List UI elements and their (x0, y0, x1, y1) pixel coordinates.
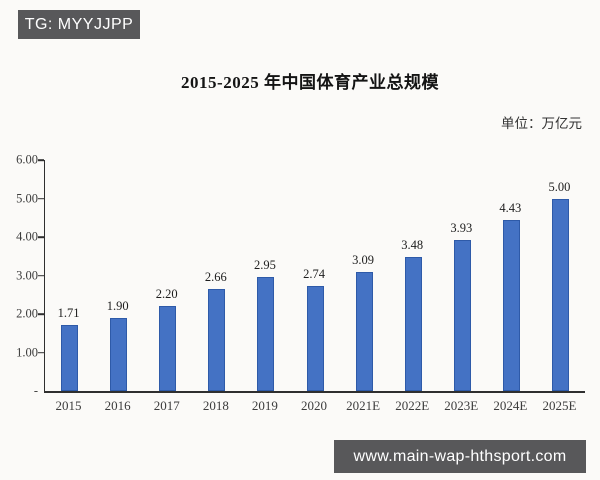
x-axis-label-2016: 2016 (104, 398, 131, 413)
x-axis-label-2024E: 2024E (493, 398, 528, 413)
bar-value-label: 2.66 (204, 269, 227, 284)
bar-value-label: 3.09 (352, 253, 375, 268)
plot-area (44, 160, 585, 393)
y-axis-tick-mark (38, 197, 44, 200)
bar-value-label: 2.74 (303, 266, 325, 281)
bar-value-label: 5.00 (548, 179, 571, 194)
y-axis-tick-label: 6.00 (16, 152, 38, 167)
y-axis-tick-mark (38, 236, 44, 238)
x-axis-label-2025E: 2025E (542, 398, 577, 413)
bar-2019 (257, 277, 275, 391)
y-axis-tick-label: - (33, 383, 38, 398)
x-axis-label-2021E: 2021E (346, 398, 381, 413)
x-axis-label-2019: 2019 (251, 398, 278, 413)
bar-2021E (355, 272, 373, 391)
bar-2017 (159, 306, 177, 391)
y-axis-tick-mark (38, 274, 44, 277)
website-footer-bar: www.main-wap-hthsport.com (334, 440, 586, 473)
chart-title: 2015-2025 年中国体育产业总规模 (181, 73, 439, 92)
y-axis-tick-label: 3.00 (16, 268, 38, 282)
y-axis-tick-label: 4.00 (16, 229, 38, 244)
y-axis-tick-mark (38, 159, 44, 161)
bar-value-label: 4.43 (499, 201, 522, 216)
bar-value-label: 3.48 (401, 238, 424, 253)
bar-2024E (502, 220, 520, 391)
y-axis-tick-mark (38, 313, 44, 315)
bar-2016 (110, 317, 128, 391)
bar-2023E (453, 239, 471, 391)
bar-2018 (208, 288, 226, 391)
y-axis-tick-label: 1.00 (16, 345, 38, 359)
bar-2020 (306, 285, 324, 391)
x-axis-label-2015: 2015 (55, 398, 82, 413)
y-axis-tick-label: 5.00 (16, 191, 38, 205)
x-axis-label-2022E: 2022E (395, 398, 430, 413)
x-axis-label-2020: 2020 (301, 398, 327, 413)
y-axis-tick-label: 2.00 (16, 306, 38, 321)
x-axis-label-2023E: 2023E (444, 398, 479, 413)
y-axis-tick-mark (38, 351, 44, 354)
bar-value-label: 1.90 (106, 298, 129, 313)
watermark-badge: TG: MYYJJPP (18, 10, 140, 39)
bar-2022E (404, 257, 422, 391)
bar-value-label: 3.93 (450, 220, 473, 235)
bar-value-label: 2.95 (253, 258, 276, 273)
bar-value-label: 1.71 (57, 306, 80, 321)
bar-2025E (551, 198, 569, 391)
x-axis-label-2018: 2018 (202, 398, 229, 413)
x-axis-label-2017: 2017 (153, 398, 180, 413)
bar-value-label: 2.20 (155, 287, 178, 302)
unit-label: 单位：万亿元 (501, 116, 582, 131)
bar-2015 (61, 325, 79, 391)
